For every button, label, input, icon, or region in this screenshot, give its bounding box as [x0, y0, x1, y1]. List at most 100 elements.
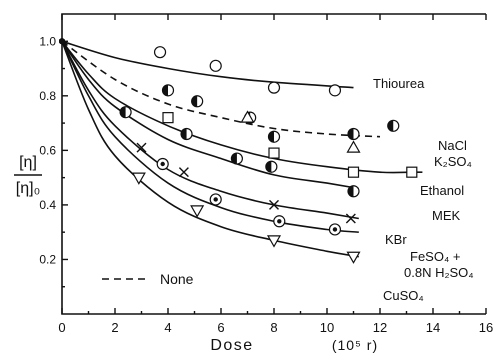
y-tick-label: 0.8	[39, 89, 56, 103]
series-line	[61, 40, 359, 190]
data-point	[209, 59, 222, 72]
series-label: CuSO₄	[383, 288, 424, 303]
data-point	[191, 95, 204, 108]
series-line	[61, 40, 359, 233]
x-tick-label: 12	[373, 320, 387, 335]
x-tick-label: 4	[164, 320, 171, 335]
square-marker	[268, 147, 280, 159]
data-point	[269, 199, 279, 210]
half-fill	[162, 84, 168, 96]
x-marker	[345, 213, 356, 224]
x-tick-label: 8	[270, 320, 277, 335]
series-label: NaCl	[438, 138, 467, 153]
half-fill	[120, 106, 126, 118]
half-fill	[265, 161, 272, 173]
y-axis-label-numerator: [η]	[19, 154, 37, 171]
legend-label: None	[160, 271, 194, 287]
x-axis-unit: (10⁵ r)	[332, 337, 378, 353]
data-point	[346, 140, 361, 153]
data-point	[153, 46, 167, 59]
data-point	[240, 110, 255, 123]
square-marker	[162, 112, 174, 124]
series-line	[61, 40, 412, 174]
x-tick-label: 10	[320, 320, 334, 335]
triangle-marker	[190, 205, 205, 218]
y-tick-label: 0.6	[39, 143, 56, 157]
data-point	[406, 166, 418, 178]
circle-marker	[153, 46, 167, 59]
circle-marker	[267, 81, 281, 94]
series-line	[61, 40, 381, 138]
series-line	[61, 40, 354, 89]
triangle-marker	[131, 172, 146, 185]
data-markers	[59, 38, 418, 264]
x-tick-label: 6	[217, 320, 224, 335]
data-point	[347, 166, 360, 178]
origin-point	[59, 38, 65, 45]
series-line	[61, 40, 359, 220]
data-point	[328, 223, 342, 236]
x-tick-label: 0	[58, 320, 65, 335]
half-fill	[231, 153, 237, 165]
center-dot	[332, 227, 338, 232]
series-label: Ethanol	[420, 183, 464, 198]
center-dot	[213, 197, 218, 202]
half-fill	[181, 128, 187, 140]
x-marker	[269, 199, 279, 210]
triangle-marker	[346, 251, 361, 264]
triangle-marker	[346, 140, 361, 153]
series-curves	[61, 40, 423, 258]
data-point	[328, 84, 342, 97]
half-fill	[268, 131, 274, 143]
x-marker	[178, 167, 189, 178]
data-point	[265, 160, 278, 173]
data-point	[119, 106, 132, 119]
series-label: 0.8N H₂SO₄	[404, 265, 474, 280]
data-point	[162, 112, 174, 124]
axes: 0 2 4 6 8 10 12 14 16 0.2 0.4 0.6 0.8 1.0	[39, 13, 493, 335]
series-label: FeSO₄ +	[410, 249, 460, 264]
data-point	[230, 152, 243, 165]
x-marker	[136, 142, 147, 153]
half-fill	[191, 95, 198, 107]
data-point	[266, 235, 282, 248]
triangle-marker	[266, 235, 282, 248]
data-point	[273, 215, 286, 228]
circle-marker	[209, 59, 222, 72]
y-tick-label: 0.2	[39, 252, 56, 266]
data-point	[345, 213, 356, 224]
series-line	[61, 41, 359, 258]
data-point	[267, 81, 281, 94]
x-tick-label: 14	[426, 320, 440, 335]
data-point	[131, 172, 146, 185]
y-tick-label: 1.0	[39, 34, 56, 48]
center-dot	[277, 219, 282, 224]
data-point	[178, 167, 189, 178]
legend: None	[102, 271, 194, 287]
half-fill	[348, 185, 354, 197]
triangle-marker	[240, 110, 255, 123]
data-point	[268, 147, 280, 159]
half-fill	[387, 120, 394, 132]
data-point	[387, 119, 400, 132]
data-point	[347, 127, 360, 141]
series-label: KBr	[385, 232, 407, 247]
x-tick-label: 2	[111, 320, 118, 335]
data-point	[267, 130, 281, 143]
y-axis-label: [η] [η]₀	[14, 154, 42, 197]
square-marker	[347, 166, 360, 178]
y-tick-label: 0.4	[39, 198, 56, 212]
data-point	[161, 84, 175, 97]
data-point	[346, 251, 361, 264]
series-label: MEK	[432, 208, 461, 223]
circle-marker	[328, 84, 342, 97]
data-point	[190, 205, 205, 218]
data-point	[156, 157, 169, 171]
half-fill	[348, 128, 354, 140]
y-axis-label-denominator: [η]₀	[16, 180, 40, 197]
x-tick-label: 16	[479, 320, 493, 335]
data-point	[347, 185, 360, 198]
center-dot	[160, 161, 165, 167]
